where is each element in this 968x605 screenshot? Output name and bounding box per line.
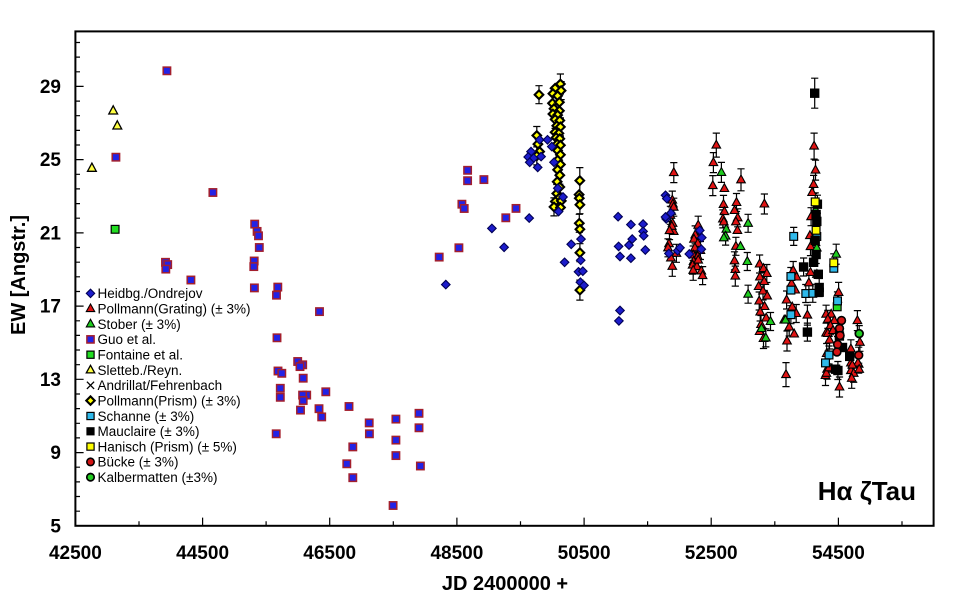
svg-text:25: 25 (40, 150, 62, 171)
svg-text:Kalbermatten (±3%): Kalbermatten (±3%) (98, 470, 218, 485)
svg-text:Guo et al.: Guo et al. (98, 332, 157, 347)
svg-text:JD 2400000 +: JD 2400000 + (442, 573, 568, 595)
svg-text:Stober (± 3%): Stober (± 3%) (98, 317, 181, 332)
svg-text:Pollmann(Grating) (± 3%): Pollmann(Grating) (± 3%) (98, 302, 251, 317)
svg-text:Hα ζTau: Hα ζTau (818, 476, 916, 506)
svg-text:29: 29 (40, 77, 61, 98)
svg-text:44500: 44500 (176, 543, 229, 564)
svg-text:Schanne (± 3%): Schanne (± 3%) (98, 409, 195, 424)
svg-text:21: 21 (40, 223, 62, 244)
svg-text:46500: 46500 (303, 543, 356, 564)
svg-text:50500: 50500 (558, 543, 611, 564)
svg-text:Hanisch (Prism) (± 5%): Hanisch (Prism) (± 5%) (98, 439, 237, 454)
svg-text:54500: 54500 (812, 543, 865, 564)
svg-text:Andrillat/Fehrenbach: Andrillat/Fehrenbach (98, 378, 223, 393)
svg-text:42500: 42500 (49, 543, 102, 564)
svg-text:Sletteb./Reyn.: Sletteb./Reyn. (98, 363, 183, 378)
svg-text:Bücke (± 3%): Bücke (± 3%) (98, 455, 179, 470)
svg-text:17: 17 (40, 297, 61, 318)
svg-text:EW [Angstr.]: EW [Angstr.] (8, 215, 30, 335)
svg-text:48500: 48500 (430, 543, 483, 564)
svg-text:9: 9 (50, 443, 61, 464)
svg-text:Fontaine et al.: Fontaine et al. (98, 348, 184, 363)
svg-text:Heidbg./Ondrejov: Heidbg./Ondrejov (98, 286, 203, 301)
svg-text:Pollmann(Prism) (± 3%): Pollmann(Prism) (± 3%) (98, 393, 241, 408)
svg-text:52500: 52500 (685, 543, 738, 564)
svg-text:13: 13 (40, 370, 61, 391)
svg-text:Mauclaire (± 3%): Mauclaire (± 3%) (98, 424, 200, 439)
svg-text:5: 5 (50, 516, 61, 537)
